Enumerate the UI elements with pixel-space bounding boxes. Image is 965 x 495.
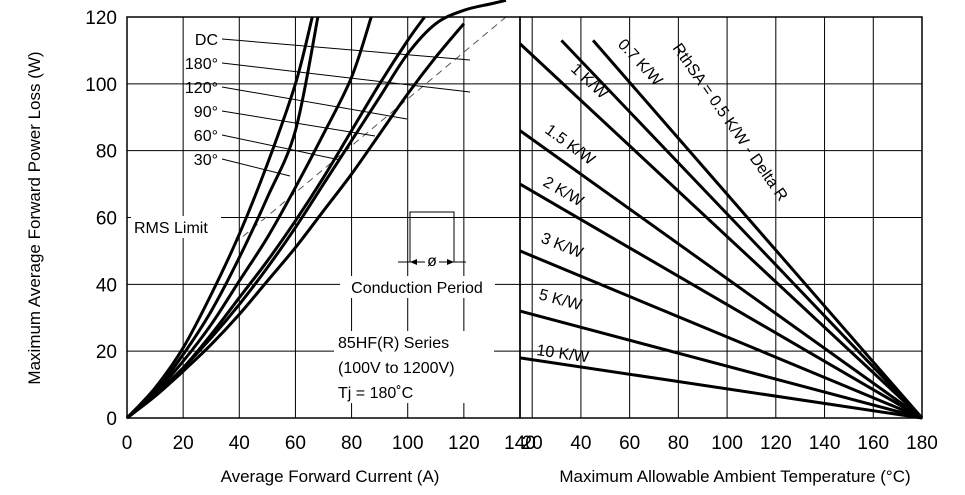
right-x-tick-label: 40 bbox=[570, 433, 591, 454]
legend-label-180: 180° bbox=[185, 56, 218, 73]
junction-temp-note: Tj = 180˚C bbox=[338, 385, 413, 402]
legend-label-120: 120° bbox=[185, 80, 218, 97]
legend-label-90: 90° bbox=[194, 104, 218, 121]
phi-symbol: ø bbox=[427, 253, 437, 270]
legend-leader-line bbox=[221, 62, 471, 93]
series-note-background bbox=[334, 331, 494, 403]
right-x-tick-label: 120 bbox=[760, 433, 792, 454]
y-tick-label: 60 bbox=[96, 209, 117, 230]
legend-leader-line bbox=[221, 158, 291, 177]
rth-label-5: 5 K/W bbox=[537, 286, 584, 314]
conduction-period-icon: ø bbox=[398, 211, 466, 270]
left-x-tick-label: 140 bbox=[504, 433, 536, 454]
rth-label-1-5: 1.5 K/W bbox=[542, 121, 599, 169]
right-series-line bbox=[560, 39, 924, 420]
rth-label-1: 1 K/W bbox=[567, 60, 611, 103]
legend-label-dc: DC bbox=[195, 32, 218, 49]
voltage-range-note: (100V to 1200V) bbox=[338, 360, 455, 377]
right-x-tick-label: 180 bbox=[906, 433, 938, 454]
right-x-axis-title: Maximum Allowable Ambient Temperature (°… bbox=[559, 467, 910, 486]
rth-label-2: 2 K/W bbox=[540, 174, 587, 211]
right-chart-labels: RthSA = 0.5 K/W - Delta R 0.7 K/W 1 K/W … bbox=[535, 36, 790, 366]
grid-layer bbox=[127, 16, 922, 419]
right-x-tick-label: 140 bbox=[809, 433, 841, 454]
y-axis-title: Maximum Average Forward Power Loss (W) bbox=[25, 51, 44, 384]
left-series-curve bbox=[126, 16, 373, 420]
left-series-curve bbox=[126, 16, 426, 420]
left-x-tick-label: 0 bbox=[122, 433, 133, 454]
right-series-line bbox=[519, 249, 923, 420]
right-x-tick-label: 20 bbox=[522, 433, 543, 454]
series-title-note: 85HF(R) Series bbox=[338, 335, 449, 352]
y-tick-label: 100 bbox=[85, 75, 117, 96]
right-series-line bbox=[519, 356, 923, 420]
rms-label-background bbox=[131, 216, 221, 238]
legend-leader-line bbox=[221, 110, 376, 137]
right-plot-frame bbox=[519, 16, 923, 419]
right-series-line bbox=[519, 182, 923, 420]
rth-label-0-7: 0.7 K/W bbox=[614, 36, 666, 90]
plot-frames bbox=[126, 16, 923, 419]
legend-label-60: 60° bbox=[194, 128, 218, 145]
series-layer bbox=[125, 0, 924, 420]
right-x-tick-label: 60 bbox=[619, 433, 640, 454]
legend-label-30: 30° bbox=[194, 152, 218, 169]
right-x-tick-label: 100 bbox=[711, 433, 743, 454]
right-series-line bbox=[591, 39, 924, 419]
conduction-period-label: Conduction Period bbox=[351, 280, 483, 297]
y-tick-label: 20 bbox=[96, 342, 117, 363]
left-x-tick-label: 100 bbox=[392, 433, 424, 454]
left-series-curve bbox=[126, 22, 466, 420]
right-series-line bbox=[519, 129, 923, 420]
conduction-label-background bbox=[340, 276, 495, 298]
leader-lines-layer bbox=[221, 38, 471, 177]
y-tick-label: 120 bbox=[85, 8, 117, 29]
y-tick-label: 0 bbox=[106, 409, 117, 430]
left-x-axis-title: Average Forward Current (A) bbox=[221, 467, 440, 486]
left-chart-annotations: DC 180° 120° 90° 60° 30° RMS Limit ø Con… bbox=[131, 32, 495, 403]
rms-limit-label: RMS Limit bbox=[134, 220, 208, 237]
left-series-curve bbox=[125, 16, 320, 420]
y-tick-label: 40 bbox=[96, 275, 117, 296]
left-x-tick-label: 60 bbox=[285, 433, 306, 454]
legend-leader-line bbox=[221, 134, 341, 161]
legend-leader-line bbox=[221, 86, 408, 120]
y-tick-label: 80 bbox=[96, 142, 117, 163]
right-series-line bbox=[519, 309, 923, 420]
left-x-tick-label: 40 bbox=[229, 433, 250, 454]
rth-label-0-5: RthSA = 0.5 K/W - Delta R bbox=[669, 41, 791, 205]
rth-label-3: 3 K/W bbox=[539, 230, 587, 262]
legend-leader-line bbox=[221, 38, 471, 61]
left-x-tick-label: 80 bbox=[341, 433, 362, 454]
right-series-line bbox=[518, 42, 924, 420]
left-series-curve bbox=[125, 16, 314, 420]
left-x-tick-label: 120 bbox=[448, 433, 480, 454]
right-x-tick-label: 160 bbox=[857, 433, 889, 454]
right-x-tick-label: 80 bbox=[668, 433, 689, 454]
left-x-tick-label: 20 bbox=[173, 433, 194, 454]
